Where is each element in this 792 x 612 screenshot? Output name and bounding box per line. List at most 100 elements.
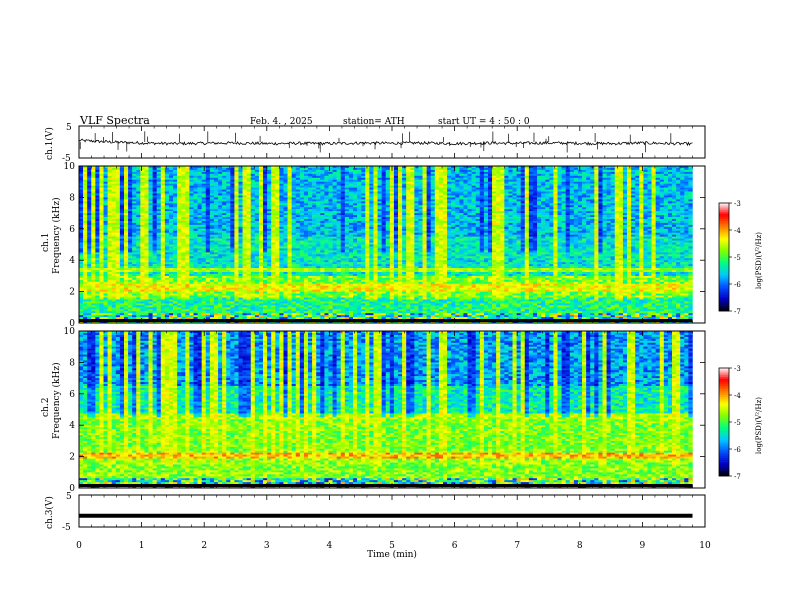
- spectrogram-cell: [226, 279, 231, 283]
- spectrogram-cell: [103, 248, 108, 251]
- spectrogram-cell: [295, 220, 301, 224]
- spectrogram-cell: [79, 230, 84, 233]
- spectrogram-cell: [181, 205, 186, 208]
- spectrogram-cell: [209, 217, 215, 220]
- spectrogram-cell: [111, 264, 117, 267]
- spectrogram-cell: [299, 205, 305, 208]
- spectrogram-cell: [201, 262, 207, 265]
- spectrogram-cell: [123, 195, 129, 198]
- spectrogram-cell: [242, 218, 247, 222]
- spectrogram-cell: [119, 232, 125, 235]
- spectrogram-cell: [132, 305, 137, 308]
- spectrogram-cell: [295, 205, 301, 208]
- spectrogram-cell: [320, 185, 325, 188]
- spectrogram-cell: [263, 179, 268, 182]
- spectrogram-cell: [177, 244, 182, 247]
- spectrogram-cell: [83, 215, 88, 218]
- spectrogram-cell: [197, 189, 202, 192]
- spectrogram-cell: [197, 277, 202, 281]
- spectrogram-cell: [123, 169, 129, 173]
- spectrogram-cell: [275, 185, 280, 188]
- spectrogram-cell: [156, 299, 162, 302]
- spectrogram-cell: [218, 166, 223, 169]
- spectrogram-cell: [164, 244, 170, 247]
- spectrogram-cell: [291, 171, 297, 175]
- spectrogram-cell: [267, 289, 272, 292]
- spectrogram-cell: [275, 285, 280, 288]
- spectrogram-cell: [91, 273, 96, 277]
- spectrogram-cell: [250, 177, 256, 180]
- spectrogram-cell: [308, 303, 313, 306]
- spectrogram-cell: [250, 303, 256, 306]
- spectrogram-cell: [173, 240, 178, 243]
- spectrogram-cell: [189, 173, 194, 177]
- spectrogram-cell: [230, 201, 235, 204]
- spectrogram-cell: [283, 193, 288, 196]
- spectrogram-cell: [222, 287, 227, 290]
- spectrogram-cell: [123, 256, 129, 259]
- spectrogram-cell: [275, 183, 280, 186]
- spectrogram-cell: [291, 254, 297, 257]
- spectrogram-cell: [303, 222, 309, 226]
- spectrogram-cell: [303, 244, 309, 247]
- spectrogram-cell: [201, 230, 207, 233]
- spectrogram-cell: [254, 228, 260, 232]
- spectrogram-cell: [205, 205, 211, 208]
- spectrogram-cell: [193, 242, 198, 245]
- spectrogram-cell: [132, 183, 137, 186]
- spectrogram-cell: [226, 169, 231, 173]
- spectrogram-cell: [287, 177, 292, 180]
- spectrogram-cell: [136, 215, 141, 218]
- spectrogram-cell: [254, 281, 260, 284]
- spectrogram-cell: [95, 260, 100, 263]
- spectrogram-cell: [279, 171, 284, 175]
- spectrogram-cell: [115, 185, 121, 188]
- spectrogram-cell: [168, 220, 174, 224]
- spectrogram-cell: [283, 238, 288, 241]
- spectrogram-cell: [295, 171, 301, 175]
- spectrogram-cell: [111, 291, 117, 294]
- spectrogram-cell: [156, 273, 162, 277]
- spectrogram-cell: [83, 209, 88, 212]
- spectrogram-cell: [156, 234, 162, 237]
- spectrogram-cell: [160, 313, 166, 316]
- spectrogram-cell: [312, 317, 317, 320]
- spectrogram-cell: [103, 234, 108, 237]
- spectrogram-cell: [303, 234, 309, 237]
- spectrogram-cell: [144, 262, 149, 265]
- spectrogram-cell: [152, 321, 157, 324]
- spectrogram-cell: [218, 250, 223, 253]
- spectrogram-cell: [103, 291, 108, 294]
- spectrogram-cell: [136, 307, 141, 310]
- spectrogram-cell: [312, 234, 317, 237]
- spectrogram-cell: [148, 215, 153, 218]
- spectrogram-cell: [218, 297, 223, 300]
- spectrogram-cell: [230, 236, 235, 239]
- spectrogram-cell: [168, 209, 174, 212]
- spectrogram-cell: [115, 277, 121, 281]
- spectrogram-cell: [168, 246, 174, 249]
- spectrogram-cell: [242, 285, 247, 288]
- spectrogram-cell: [185, 187, 190, 190]
- spectrogram-cell: [283, 213, 288, 216]
- spectrogram-cell: [291, 266, 297, 269]
- spectrogram-cell: [168, 195, 174, 198]
- spectrogram-cell: [107, 289, 112, 292]
- spectrogram-cell: [148, 271, 153, 275]
- spectrogram-cell: [258, 289, 264, 292]
- spectrogram-cell: [254, 199, 260, 202]
- spectrogram-cell: [152, 205, 157, 208]
- spectrogram-cell: [160, 185, 166, 188]
- spectrogram-cell: [197, 303, 202, 306]
- spectrogram-cell: [230, 230, 235, 233]
- spectrogram-cell: [87, 191, 92, 194]
- spectrogram-cell: [197, 191, 202, 194]
- spectrogram-cell: [242, 258, 247, 261]
- spectrogram-cell: [107, 195, 112, 198]
- spectrogram-cell: [250, 234, 256, 237]
- spectrogram-cell: [160, 195, 166, 198]
- spectrogram-cell: [267, 315, 272, 318]
- spectrogram-cell: [234, 211, 239, 214]
- spectrogram-cell: [205, 285, 211, 288]
- spectrogram-cell: [258, 262, 264, 265]
